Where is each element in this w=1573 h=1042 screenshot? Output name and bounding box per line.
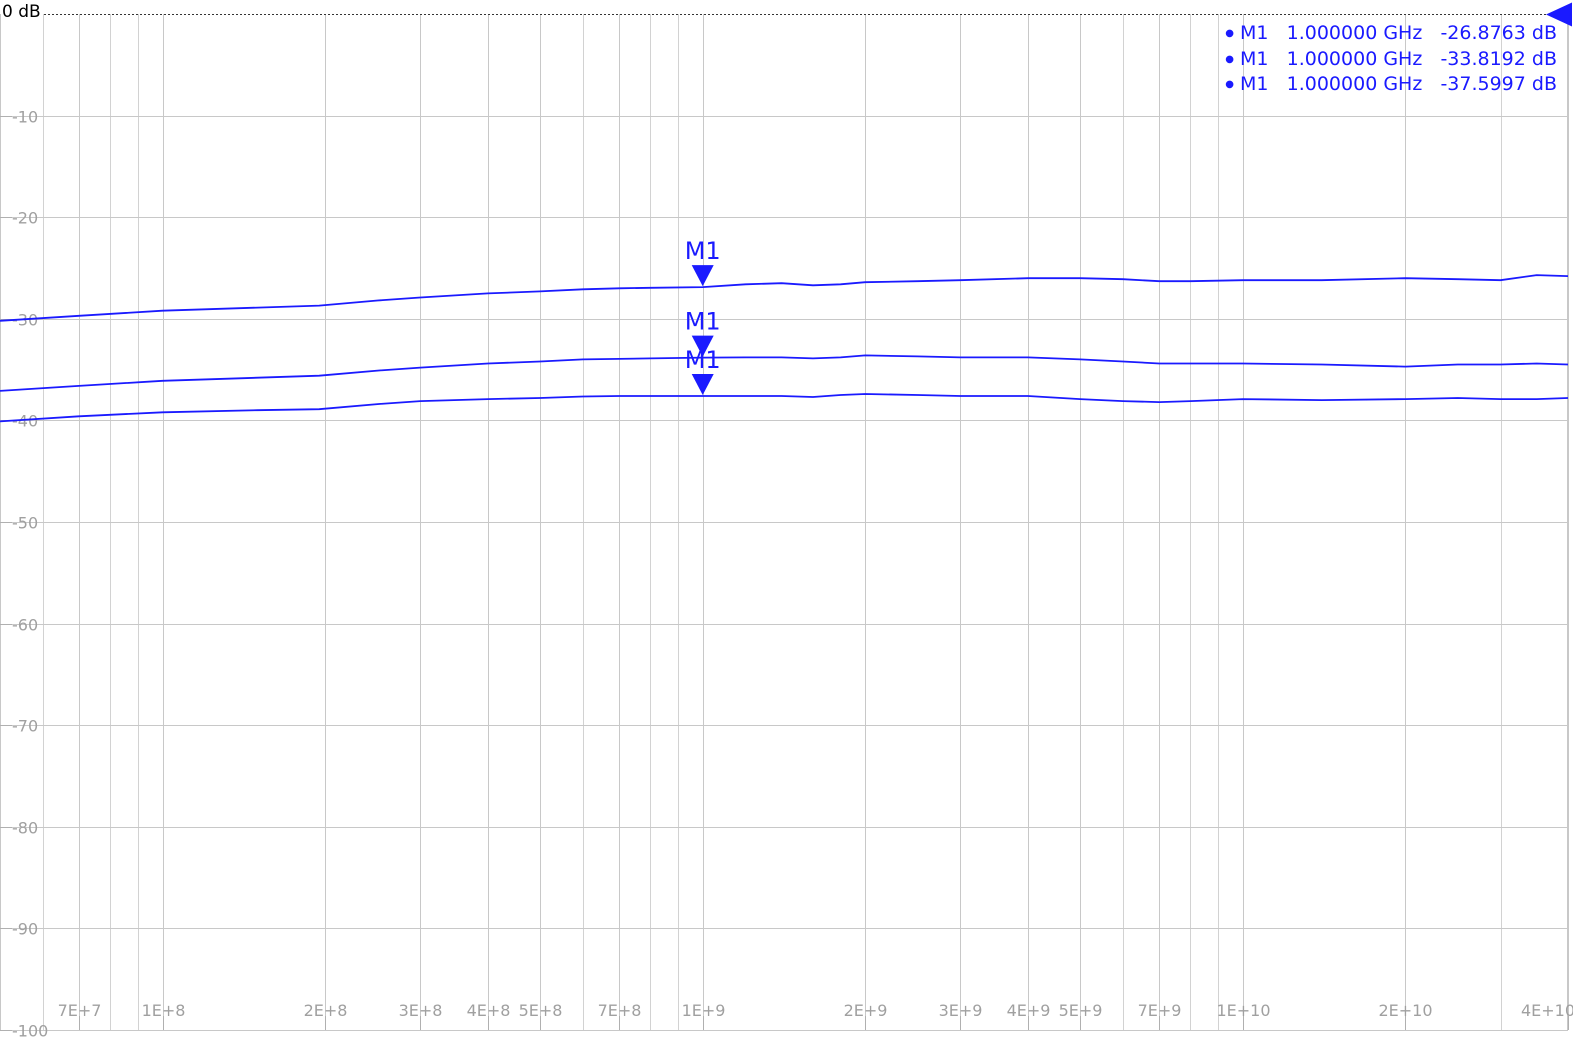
- trace-line-1: [0, 274, 1569, 322]
- readout-value: -26.8763 dB: [1440, 22, 1557, 44]
- readout-frequency: 1.000000 GHz: [1286, 73, 1423, 95]
- bullet-icon: ●: [1225, 28, 1235, 39]
- y-tick-label: -50: [12, 514, 38, 533]
- y-tick-label: -20: [12, 209, 38, 228]
- marker-readout-row: ● M1 1.000000 GHz -26.8763 dB: [1225, 21, 1557, 47]
- x-tick-label: 3E+9: [939, 1001, 983, 1020]
- readout-marker: M1: [1240, 47, 1269, 70]
- x-tick-label: 4E+10: [1521, 1001, 1573, 1020]
- marker-readout-row: ● M1 1.000000 GHz -33.8192 dB: [1225, 47, 1557, 73]
- reference-arrow-icon: [1546, 2, 1572, 27]
- bullet-icon: ●: [1225, 53, 1235, 65]
- x-tick-label: 2E+9: [844, 1001, 888, 1020]
- bullet-icon: ●: [1225, 79, 1235, 90]
- x-tick-label: 7E+8: [598, 1001, 642, 1020]
- x-tick-label: 5E+9: [1059, 1001, 1103, 1020]
- trace-line-3: [0, 393, 1569, 423]
- marker-label: M1: [685, 308, 721, 336]
- marker-label: M1: [685, 346, 721, 374]
- marker-triangle-icon: [691, 265, 714, 287]
- marker-readout-panel: ● M1 1.000000 GHz -26.8763 dB ● M1 1.00000…: [1225, 21, 1557, 98]
- y-tick-label: -70: [12, 717, 38, 736]
- y-tick-label: -10: [12, 108, 38, 127]
- x-tick-label: 2E+8: [304, 1001, 348, 1020]
- x-tick-label: 7E+9: [1138, 1001, 1182, 1020]
- x-tick-label: 1E+10: [1216, 1001, 1270, 1020]
- x-tick-label: 3E+8: [399, 1001, 443, 1020]
- reference-level-label: 0 dB: [2, 2, 43, 22]
- readout-value: -37.5997 dB: [1440, 73, 1557, 95]
- marker-label: M1: [685, 237, 721, 265]
- x-tick-label: 1E+8: [142, 1001, 186, 1020]
- x-tick-label: 4E+8: [467, 1001, 511, 1020]
- marker-triangle-icon: [691, 335, 714, 357]
- x-tick-label: 1E+9: [682, 1001, 726, 1020]
- marker-readout-row: ● M1 1.000000 GHz -37.5997 dB: [1225, 72, 1557, 98]
- readout-value: -33.8192 dB: [1440, 47, 1557, 70]
- y-tick-label: -90: [12, 920, 38, 939]
- y-tick-label: -80: [12, 819, 38, 838]
- trace-line-2: [0, 354, 1569, 392]
- y-tick-label: -100: [12, 1022, 48, 1041]
- readout-frequency: 1.000000 GHz: [1286, 22, 1423, 44]
- marker-triangle-icon: [691, 374, 714, 396]
- x-tick-label: 2E+10: [1378, 1001, 1432, 1020]
- readout-marker: M1: [1240, 73, 1269, 95]
- readout-frequency: 1.000000 GHz: [1286, 47, 1423, 70]
- y-tick-label: -60: [12, 616, 38, 635]
- readout-marker: M1: [1240, 22, 1269, 44]
- x-tick-label: 7E+7: [58, 1001, 102, 1020]
- x-tick-label: 4E+9: [1007, 1001, 1051, 1020]
- x-tick-label: 5E+8: [519, 1001, 563, 1020]
- y-tick-label: -40: [12, 412, 38, 431]
